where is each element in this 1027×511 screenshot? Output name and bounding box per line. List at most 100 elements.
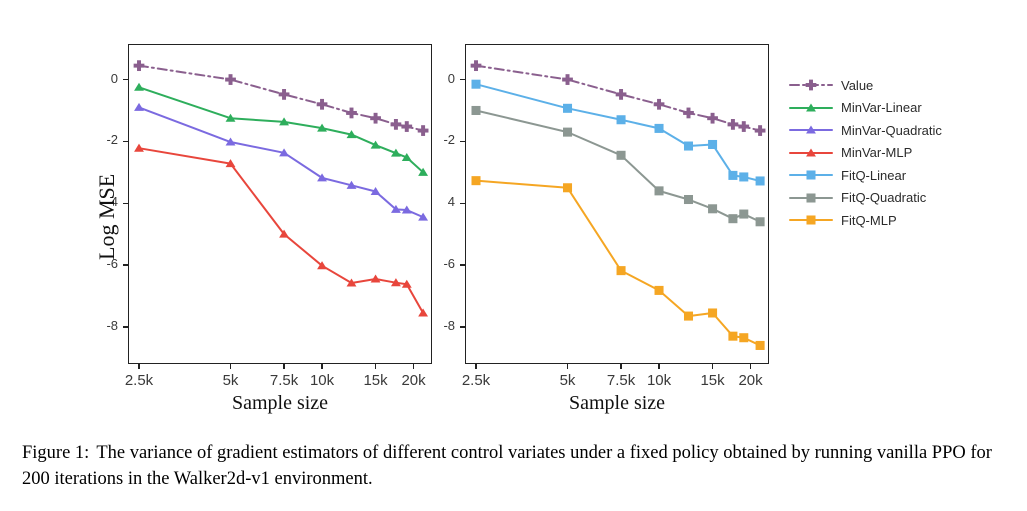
legend-swatch-square-icon [788,189,834,207]
data-point-marker [615,89,627,100]
legend-item-label: FitQ-Linear [841,167,907,183]
data-point-marker [418,308,429,317]
data-point-marker [401,121,413,132]
x-tick-label: 15k [700,372,725,389]
data-point-marker [806,125,816,134]
series-line [475,83,762,182]
data-point-marker [134,82,144,91]
legend-item-fitq-mlp[interactable]: FitQ-MLP [788,209,1018,232]
legend-item-minvar-mlp[interactable]: MinVar-MLP [788,142,1018,165]
data-point-marker [317,123,327,132]
data-point-marker [417,125,429,136]
data-point-marker [616,115,626,125]
data-point-marker [616,150,626,160]
data-point-marker [401,152,412,161]
legend-item-minvar-linear[interactable]: MinVar-Linear [788,97,1018,120]
plot-series-right [470,60,766,350]
data-point-marker [683,311,694,321]
plot-series-left [133,60,429,317]
data-point-marker [346,278,357,287]
plot-frame-left [128,44,432,364]
x-tick-label: 7.5k [606,372,636,389]
data-point-marker [134,102,144,111]
data-point-marker [279,148,289,157]
data-point-marker [370,274,381,283]
data-point-marker [754,125,766,136]
x-tick-mark [229,364,232,369]
data-point-marker [562,74,573,85]
x-axis-title-right: Sample size [568,392,666,414]
legend-item-label: MinVar-Linear [841,100,922,116]
data-point-marker [225,159,236,168]
y-tick-mark [123,264,128,266]
data-point-marker [279,229,289,238]
data-point-marker [418,167,429,176]
caption-label: Figure 1: [22,443,90,463]
x-tick-label: 2.5k [461,372,491,389]
data-point-marker [225,137,236,146]
data-point-marker [683,107,694,119]
data-point-marker [225,113,236,122]
x-tick-mark [374,364,377,369]
legend-swatch-triangle-icon [788,144,834,162]
y-tick-mark [460,264,465,266]
x-axis-title-left: Sample size [231,392,329,414]
x-tick-mark [658,364,660,369]
data-point-marker [727,119,739,130]
x-tick-label: 7.5k [269,372,299,389]
data-point-marker [390,119,402,130]
data-point-marker [806,215,816,225]
data-point-marker [739,172,749,182]
data-point-marker [471,79,481,89]
data-point-marker [805,79,817,91]
y-tick-label: -2 [443,132,455,148]
legend-item-label: MinVar-Quadratic [841,122,942,138]
data-point-marker [390,204,401,213]
data-point-marker [471,176,481,186]
figure-caption: Figure 1: The variance of gradient estima… [22,440,1007,492]
data-point-marker [346,130,357,139]
data-point-marker [401,205,412,214]
data-point-marker [728,331,738,341]
data-point-marker [134,143,144,152]
y-tick-mark [123,78,128,81]
y-tick-label: 4 [447,194,455,210]
data-point-marker [708,204,718,214]
data-point-marker [225,74,236,85]
y-tick-label: -2 [106,132,118,148]
y-tick-label: -8 [443,317,455,333]
x-tick-label: 20k [401,372,426,389]
legend-item-fitq-linear[interactable]: FitQ-Linear [788,164,1018,187]
data-point-marker [278,89,290,100]
data-point-marker [317,173,327,182]
data-point-marker [654,285,664,295]
legend-swatch-square-icon [788,211,834,229]
x-tick-label: 10k [309,372,335,389]
data-point-marker [755,217,765,227]
y-tick-label: -6 [443,256,455,272]
data-point-marker [401,279,412,288]
data-point-marker [654,186,664,196]
legend-item-label: MinVar-MLP [841,145,913,161]
legend-swatch-plus-icon [788,76,834,94]
data-point-marker [755,340,765,350]
legend-item-minvar-quadratic[interactable]: MinVar-Quadratic [788,119,1018,142]
y-tick-mark [123,326,128,328]
data-point-marker [390,148,401,157]
data-point-marker [683,141,694,151]
y-axis-title-left: Log MSE [94,173,119,260]
data-point-marker [370,140,381,149]
caption-text: The variance of gradient estimators of d… [22,443,992,489]
legend-swatch-triangle-icon [788,99,834,117]
y-tick-label: -8 [106,317,118,333]
legend-item-value[interactable]: Value [788,74,1018,97]
x-tick-mark [321,364,323,369]
data-point-marker [470,60,482,72]
data-point-marker [563,183,573,193]
data-point-marker [707,112,718,124]
legend-item-fitq-quadratic[interactable]: FitQ-Quadratic [788,187,1018,210]
data-point-marker [708,308,718,318]
data-point-marker [616,266,626,276]
series-line [475,109,762,223]
